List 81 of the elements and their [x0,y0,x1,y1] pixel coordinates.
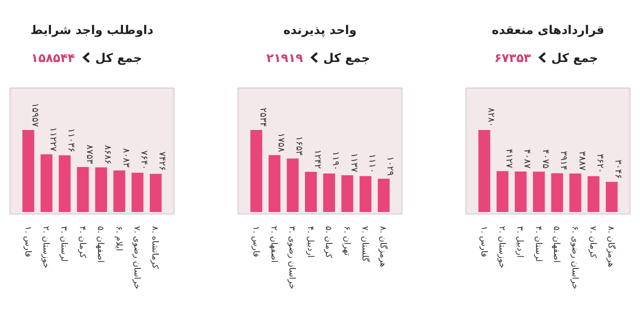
bar [569,174,582,212]
bar [588,176,600,212]
x-tick-label: ۸. کرمانشاه [150,226,160,270]
data-label: ۷۶۴۰ [138,150,149,170]
x-tick-label: ۳. لرستان [58,226,69,262]
bar [304,172,317,212]
bar [286,158,299,212]
bar [132,172,144,212]
data-label: ۱۷۵۸ [275,132,286,152]
bar [378,178,390,212]
x-tick-label: ۱. فارس [478,226,488,258]
text: ۱۵۸۵۴۴ [31,51,75,65]
x-tick-label: ۶. ایلام [113,226,124,252]
text: ۲۱۹۱۹ [266,51,304,65]
bar [76,167,89,212]
data-label: ۴۱۲۷ [503,148,514,168]
bar [40,154,52,212]
x-tick-label: ۷. گلستان [360,226,371,263]
x-tick-label: ۶. تهران [341,226,352,256]
x-tick-label: ۸. هرمزگان [378,226,389,268]
data-label: ۱۲۴۲ [312,149,322,169]
bar [514,172,527,212]
x-tick-label: ۴. اردبیل [304,226,315,258]
x-tick-label: ۳. اردبیل [514,226,525,258]
x-tick-label: ۵. اصفهان [95,226,106,263]
x-tick-label: ۵. کرمان [323,226,334,260]
chart-subtitle: جمع کل [323,51,370,65]
data-label: ۳۸۸۷ [576,151,586,171]
data-label: ۳۰۴۶ [612,159,623,179]
data-label: ۸۶۸۶ [102,145,112,165]
chart-subtitle: جمع کل [95,51,142,65]
x-tick-label: ۸. هرمزگان [606,226,617,268]
bar [532,172,545,212]
x-tick-label: ۷. کرمان [588,226,598,260]
bar [250,130,262,212]
bar [496,171,508,212]
x-tick-label: ۲. خوزستان [496,226,506,268]
chart-title: قراردادهای منعقده [492,23,604,37]
x-tick-label: ۱. فارس [250,226,260,258]
data-label: ۳۹۱۴ [558,150,568,170]
bar [360,176,372,212]
bar [58,155,71,212]
data-label: ۳۶۲۰ [594,154,605,174]
x-tick-label: ۲. اصفهان [268,226,278,263]
bar [268,155,280,212]
bar [95,167,108,212]
data-label: ۷۴۲۶ [156,151,167,171]
x-tick-label: ۶. خراسان رضوی [569,226,580,290]
data-label: ۲۵۳۴ [257,108,268,128]
bar [551,173,564,212]
x-tick-label: ۵. اصفهان [551,226,562,263]
data-label: ۴۰۷۵ [540,149,550,169]
x-tick-label: ۲. خوزستان [40,226,50,268]
data-label: ۱۶۵۳ [294,136,304,156]
data-label: ۱۵۹۵۷ [29,102,40,128]
x-tick-label: ۱. فارس [22,226,32,258]
text: ۶۷۳۵۳ [494,51,532,65]
bar [323,173,336,212]
data-label: ۸۰۸۳ [120,148,130,168]
data-label: ۱۰۲۹ [384,156,395,176]
data-label: ۴۰۸۷ [522,149,532,169]
data-label: ۱۱۳۷ [348,152,358,172]
x-tick-label: ۴. کرمان [76,226,87,260]
chart-title: واحد پذیرنده [283,23,357,37]
bar [478,130,490,212]
data-label: ۱۱۰۳۶ [66,128,76,152]
data-label: ۱۱۱۰ [366,154,377,174]
data-label: ۱۱۲۲۷ [47,127,58,152]
x-tick-label: ۳. خراسان رضوی [286,226,297,290]
chart-subtitle: جمع کل [551,51,598,65]
bar [22,130,34,212]
bar [606,182,618,212]
data-label: ۸۷۵۳ [84,144,94,164]
x-tick-label: ۷. خراسان رضوی [132,226,142,290]
bar [341,175,354,212]
chart-title: داوطلب واجد شرایط [30,23,154,37]
x-tick-label: ۴. لرستان [532,226,543,262]
bar [113,170,126,212]
data-label: ۸۲۸۰ [485,108,496,127]
data-label: ۱۱۹۰ [330,151,340,170]
bar [150,174,162,212]
